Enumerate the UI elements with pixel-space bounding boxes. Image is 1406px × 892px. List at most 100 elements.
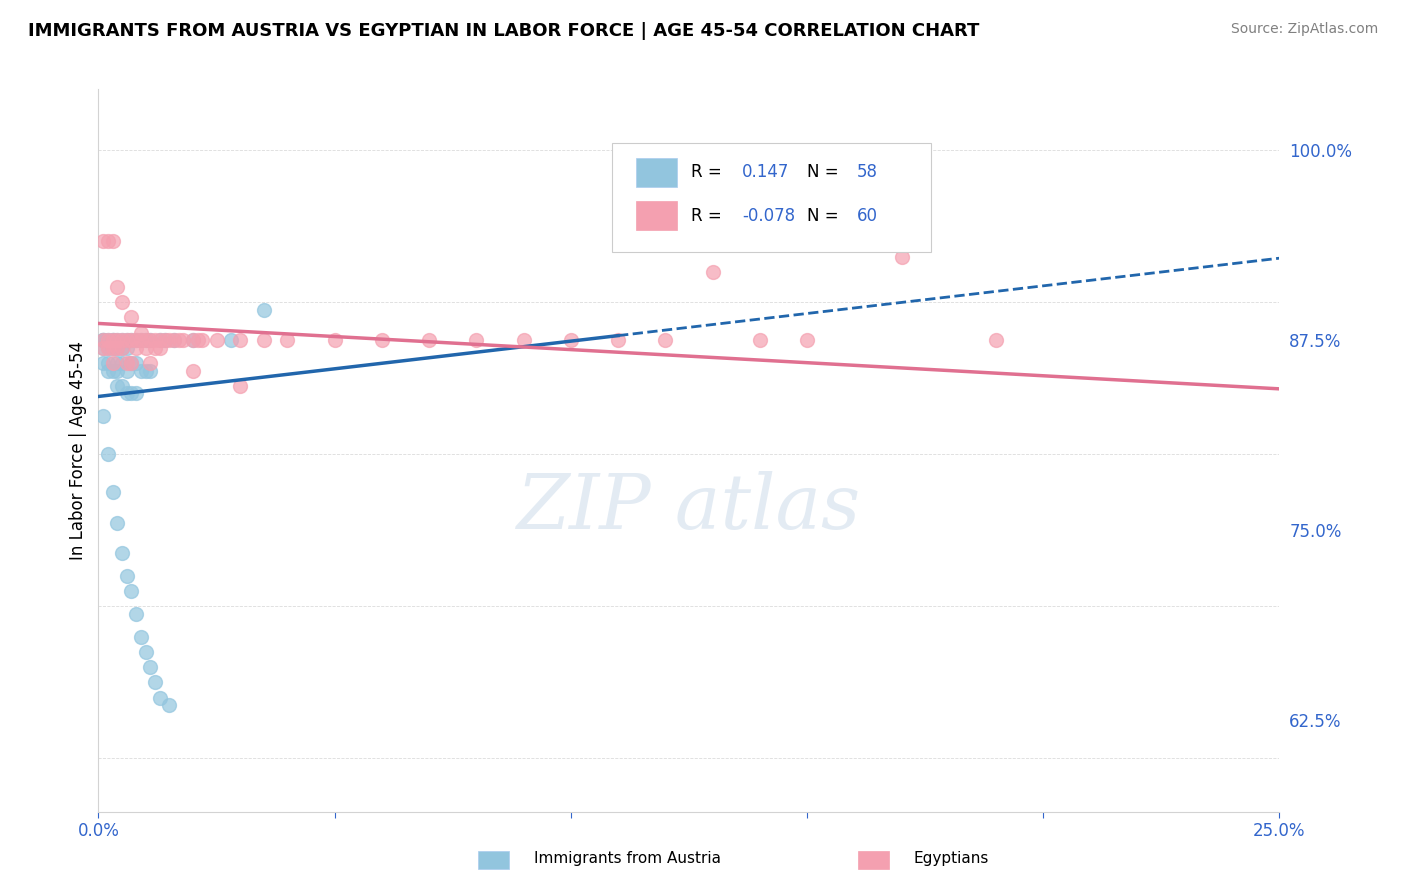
Point bbox=[139, 363, 162, 377]
Point bbox=[163, 333, 186, 347]
Text: IMMIGRANTS FROM AUSTRIA VS EGYPTIAN IN LABOR FORCE | AGE 45-54 CORRELATION CHART: IMMIGRANTS FROM AUSTRIA VS EGYPTIAN IN L… bbox=[28, 22, 980, 40]
Text: -0.078: -0.078 bbox=[742, 207, 796, 225]
Text: R =: R = bbox=[692, 163, 723, 181]
Point bbox=[121, 386, 143, 401]
Point bbox=[418, 333, 440, 347]
Point bbox=[91, 341, 114, 355]
Text: R =: R = bbox=[692, 207, 723, 225]
Point bbox=[111, 546, 134, 560]
Point bbox=[105, 379, 128, 393]
Point bbox=[129, 363, 152, 377]
Point bbox=[97, 447, 120, 461]
Point bbox=[115, 363, 138, 377]
Point bbox=[984, 333, 1007, 347]
Point bbox=[512, 333, 534, 347]
Point bbox=[91, 333, 114, 347]
Point bbox=[111, 379, 134, 393]
Point bbox=[91, 333, 114, 347]
Text: Source: ZipAtlas.com: Source: ZipAtlas.com bbox=[1230, 22, 1378, 37]
Point bbox=[125, 356, 148, 370]
Point bbox=[97, 333, 120, 347]
Point bbox=[115, 341, 138, 355]
Point bbox=[187, 333, 209, 347]
Point bbox=[702, 265, 724, 279]
Point bbox=[121, 356, 143, 370]
Point bbox=[181, 333, 204, 347]
Point bbox=[101, 235, 124, 249]
Point bbox=[253, 302, 276, 317]
Point bbox=[97, 235, 120, 249]
Point bbox=[149, 690, 172, 705]
Point bbox=[139, 333, 162, 347]
Point bbox=[139, 333, 162, 347]
Point bbox=[181, 363, 204, 377]
Point bbox=[167, 333, 190, 347]
Point bbox=[796, 333, 818, 347]
Point bbox=[253, 333, 276, 347]
Point bbox=[101, 333, 124, 347]
Point bbox=[101, 333, 124, 347]
Point bbox=[111, 333, 134, 347]
Point bbox=[654, 333, 676, 347]
Point bbox=[97, 363, 120, 377]
Point bbox=[465, 333, 488, 347]
Point bbox=[105, 363, 128, 377]
Point bbox=[115, 333, 138, 347]
Point bbox=[115, 569, 138, 583]
Point bbox=[135, 333, 157, 347]
Point bbox=[125, 607, 148, 621]
Point bbox=[111, 295, 134, 310]
Point bbox=[135, 645, 157, 659]
Point bbox=[229, 379, 252, 393]
Point bbox=[191, 333, 214, 347]
Point bbox=[97, 341, 120, 355]
Point bbox=[115, 356, 138, 370]
Point bbox=[101, 341, 124, 355]
Point bbox=[153, 333, 176, 347]
Point bbox=[101, 341, 124, 355]
Point bbox=[172, 333, 194, 347]
Point bbox=[149, 333, 172, 347]
Point bbox=[229, 333, 252, 347]
Point bbox=[111, 333, 134, 347]
Point bbox=[125, 341, 148, 355]
Point bbox=[157, 333, 180, 347]
Point bbox=[91, 333, 114, 347]
Point bbox=[149, 333, 172, 347]
Point bbox=[143, 333, 166, 347]
Text: N =: N = bbox=[807, 163, 838, 181]
Point bbox=[748, 333, 770, 347]
Point bbox=[890, 250, 912, 264]
Point bbox=[143, 675, 166, 690]
Point bbox=[91, 356, 114, 370]
Point bbox=[157, 698, 180, 713]
Point bbox=[181, 333, 204, 347]
Point bbox=[139, 660, 162, 674]
Point bbox=[105, 333, 128, 347]
Point bbox=[143, 341, 166, 355]
Point bbox=[97, 333, 120, 347]
Text: 58: 58 bbox=[856, 163, 877, 181]
Point bbox=[219, 333, 242, 347]
Point bbox=[135, 341, 157, 355]
Bar bbox=[636, 158, 678, 186]
Point bbox=[323, 333, 346, 347]
Point bbox=[105, 341, 128, 355]
Point bbox=[139, 356, 162, 370]
Point bbox=[101, 485, 124, 500]
Point bbox=[121, 333, 143, 347]
FancyBboxPatch shape bbox=[612, 144, 931, 252]
Point bbox=[105, 516, 128, 530]
Point bbox=[91, 341, 114, 355]
Point bbox=[91, 235, 114, 249]
Point bbox=[129, 326, 152, 340]
Text: ZIP atlas: ZIP atlas bbox=[517, 471, 860, 545]
Point bbox=[101, 333, 124, 347]
Point bbox=[121, 584, 143, 599]
Text: N =: N = bbox=[807, 207, 838, 225]
Point bbox=[91, 333, 114, 347]
Point bbox=[153, 333, 176, 347]
Point bbox=[125, 333, 148, 347]
Point bbox=[91, 409, 114, 424]
Bar bbox=[636, 202, 678, 230]
